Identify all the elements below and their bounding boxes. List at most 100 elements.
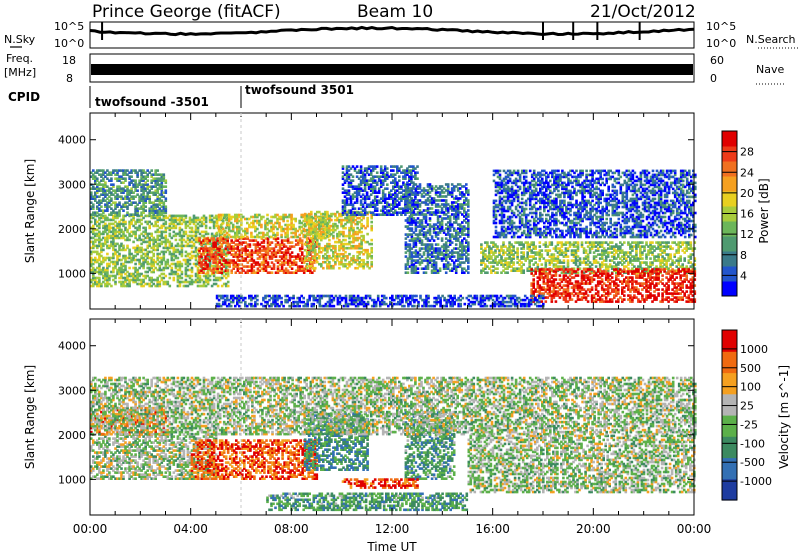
power-cell xyxy=(394,177,397,180)
power-cell xyxy=(191,267,194,270)
power-cell xyxy=(218,259,221,262)
power-cell xyxy=(144,209,147,212)
power-cell xyxy=(271,271,274,274)
power-cell xyxy=(362,235,365,238)
power-cell xyxy=(467,213,470,216)
power-cell xyxy=(409,183,412,186)
power-cell xyxy=(291,267,294,270)
noise-tick-right-bottom: 10^0 xyxy=(706,37,736,50)
power-cell xyxy=(209,227,212,230)
power-cell xyxy=(467,257,470,260)
power-cell xyxy=(199,275,202,278)
cpid-row: CPID twofsound -3501 twofsound 3501 xyxy=(8,83,354,109)
power-cell xyxy=(181,271,184,274)
power-cell xyxy=(356,165,359,168)
power-cell xyxy=(431,235,434,238)
power-cell xyxy=(370,261,373,264)
power-cell xyxy=(181,263,184,266)
power-cell xyxy=(273,263,276,266)
power-cell xyxy=(249,243,252,246)
freq-tick-top: 18 xyxy=(62,54,76,67)
power-cell xyxy=(165,205,168,208)
power-cell xyxy=(437,243,440,246)
power-cell xyxy=(416,171,419,174)
power-cell xyxy=(370,243,373,246)
power-cell xyxy=(96,177,99,180)
power-cell xyxy=(301,239,304,242)
power-cell xyxy=(328,239,331,242)
power-cell xyxy=(467,209,470,212)
power-cell xyxy=(134,263,137,266)
power-cell xyxy=(260,224,263,227)
power-cell xyxy=(370,225,373,228)
power-cell xyxy=(445,199,448,202)
power-cell xyxy=(112,183,115,186)
power-cell xyxy=(352,175,355,178)
power-cell xyxy=(226,269,229,272)
nave-label: Nave xyxy=(756,63,784,76)
power-cell xyxy=(551,241,554,244)
power-cell xyxy=(209,279,212,282)
power-cell xyxy=(246,236,249,239)
nave-tick-bottom: 0 xyxy=(710,72,717,85)
power-cell xyxy=(386,167,389,170)
power-cell xyxy=(549,249,552,252)
power-cell xyxy=(118,253,121,256)
power-cell xyxy=(207,233,210,236)
power-cell xyxy=(463,207,466,210)
power-cell xyxy=(400,165,403,168)
power-cell xyxy=(136,189,139,192)
power-cell xyxy=(516,247,519,250)
power-cell xyxy=(270,220,273,223)
power-cell xyxy=(330,219,333,222)
power-cell xyxy=(419,183,422,186)
power-cell xyxy=(171,267,174,270)
nave-tick-top: 60 xyxy=(710,54,724,67)
power-cell xyxy=(156,169,159,172)
power-cell xyxy=(433,239,436,242)
power-cell xyxy=(301,251,304,254)
power-cell xyxy=(467,219,470,222)
power-cell xyxy=(167,281,170,284)
power-cell xyxy=(124,265,127,268)
power-cell xyxy=(185,215,188,218)
power-cell xyxy=(366,211,369,214)
power-cell xyxy=(294,218,297,221)
power-cell xyxy=(366,217,369,220)
power-cell xyxy=(467,265,470,268)
power-cell xyxy=(342,231,345,234)
power-cell xyxy=(277,237,280,240)
header-date: 21/Oct/2012 xyxy=(590,2,696,22)
power-cell xyxy=(451,241,454,244)
power-cell xyxy=(205,217,208,220)
power-cell xyxy=(206,263,209,266)
power-cell xyxy=(181,277,184,280)
power-cell xyxy=(326,211,329,214)
power-cell xyxy=(171,243,174,246)
power-cell xyxy=(286,220,289,223)
power-cell xyxy=(370,247,373,250)
power-cell xyxy=(541,263,544,266)
power-cell xyxy=(532,241,535,244)
power-cell xyxy=(110,177,113,180)
power-cell xyxy=(496,267,499,270)
power-cell xyxy=(167,259,170,262)
power-cell xyxy=(144,227,147,230)
power-cell xyxy=(362,259,365,262)
power-cell xyxy=(342,165,345,168)
power-cell xyxy=(541,253,544,256)
power-cell xyxy=(467,199,470,202)
power-cell xyxy=(425,271,428,274)
power-cell xyxy=(165,275,168,278)
power-cell xyxy=(222,265,225,268)
power-cell xyxy=(150,233,153,236)
power-cell xyxy=(227,285,230,288)
power-cell xyxy=(175,239,178,242)
power-cell xyxy=(165,185,168,188)
power-cell xyxy=(522,263,525,266)
power-cell xyxy=(352,227,355,230)
power-cell xyxy=(110,197,113,200)
power-cell xyxy=(191,275,194,278)
power-cell xyxy=(417,267,420,270)
power-cell xyxy=(212,237,215,240)
